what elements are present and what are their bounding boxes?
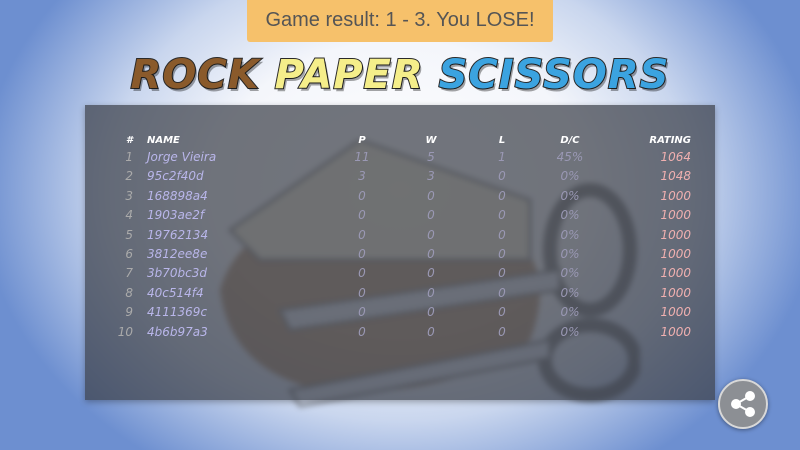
leaderboard-row: 9 4111369c 0 0 0 0% 1000 <box>85 303 715 322</box>
cell-rank: 6 <box>125 247 133 261</box>
cell-rank: 1 <box>125 150 133 164</box>
cell-played: 0 <box>358 324 366 339</box>
cell-dc: 0% <box>560 305 580 320</box>
cell-wins: 0 <box>427 285 435 300</box>
share-icon <box>731 391 755 417</box>
cell-rating: 1000 <box>660 188 691 203</box>
cell-rank: 3 <box>125 188 133 203</box>
cell-rank: 4 <box>125 208 133 223</box>
cell-losses: 0 <box>498 324 506 339</box>
cell-rating: 1000 <box>660 305 691 320</box>
leaderboard-row: 7 3b70bc3d 0 0 0 0% 1000 <box>85 264 715 283</box>
header-dc: D/C <box>560 135 580 146</box>
cell-played: 0 <box>358 285 366 300</box>
cell-played: 3 <box>358 169 366 184</box>
cell-played: 0 <box>358 266 366 281</box>
leaderboard-panel: # NAME P W L D/C RATING 1 Jorge Vieira 11 5… <box>85 105 715 400</box>
logo-word-rock: ROCK <box>130 51 260 99</box>
cell-played: 0 <box>358 247 366 261</box>
header-rank: # <box>126 135 133 146</box>
game-logo: ROCK PAPER SCISSORS <box>0 51 800 99</box>
cell-player-name: 3b70bc3d <box>147 266 207 281</box>
logo-word-paper: PAPER <box>274 51 424 99</box>
cell-rating: 1064 <box>660 150 691 164</box>
cell-player-name: 3812ee8e <box>147 247 208 261</box>
header-wins: W <box>425 135 437 146</box>
cell-wins: 3 <box>427 169 435 184</box>
cell-losses: 0 <box>498 188 506 203</box>
cell-wins: 0 <box>427 247 435 261</box>
cell-rank: 8 <box>125 285 133 300</box>
cell-dc: 0% <box>560 285 580 300</box>
cell-dc: 0% <box>560 324 580 339</box>
cell-losses: 0 <box>498 169 506 184</box>
cell-losses: 0 <box>498 208 506 223</box>
cell-player-name: 4b6b97a3 <box>147 324 208 339</box>
cell-rank: 2 <box>125 169 133 184</box>
cell-losses: 0 <box>498 305 506 320</box>
cell-rating: 1000 <box>660 227 691 242</box>
cell-losses: 0 <box>498 247 506 261</box>
header-losses: L <box>498 135 506 146</box>
leaderboard-row: 5 19762134 0 0 0 0% 1000 <box>85 226 715 245</box>
cell-dc: 0% <box>560 227 580 242</box>
header-name: NAME <box>147 135 180 146</box>
leaderboard-row: 1 Jorge Vieira 11 5 1 45% 1064 <box>85 148 715 167</box>
cell-player-name: 168898a4 <box>147 188 208 203</box>
cell-played: 11 <box>354 150 370 164</box>
cell-played: 0 <box>358 188 366 203</box>
cell-player-name: 19762134 <box>147 227 209 242</box>
cell-rank: 7 <box>125 266 133 281</box>
leaderboard-row: 8 40c514f4 0 0 0 0% 1000 <box>85 284 715 303</box>
cell-rating: 1048 <box>660 169 691 184</box>
cell-rating: 1000 <box>660 324 691 339</box>
cell-dc: 0% <box>560 188 580 203</box>
logo-word-scissors: SCISSORS <box>438 51 670 99</box>
cell-losses: 1 <box>498 150 506 164</box>
cell-player-name: Jorge Vieira <box>147 150 217 164</box>
cell-player-name: 4111369c <box>147 305 208 320</box>
leaderboard-row: 4 1903ae2f 0 0 0 0% 1000 <box>85 206 715 225</box>
leaderboard-header: # NAME P W L D/C RATING <box>85 131 715 150</box>
cell-losses: 0 <box>498 227 506 242</box>
cell-played: 0 <box>358 227 366 242</box>
cell-rating: 1000 <box>660 266 691 281</box>
cell-rating: 1000 <box>660 285 691 300</box>
cell-dc: 0% <box>560 169 580 184</box>
leaderboard-row: 6 3812ee8e 0 0 0 0% 1000 <box>85 245 715 264</box>
cell-losses: 0 <box>498 285 506 300</box>
cell-rank: 10 <box>117 324 133 339</box>
cell-wins: 0 <box>427 324 435 339</box>
header-rating: RATING <box>649 135 691 146</box>
header-played: P <box>358 135 366 146</box>
cell-wins: 0 <box>427 208 435 223</box>
cell-rank: 9 <box>125 305 133 320</box>
cell-player-name: 95c2f40d <box>147 169 204 184</box>
cell-rank: 5 <box>125 227 133 242</box>
leaderboard-row: 3 168898a4 0 0 0 0% 1000 <box>85 187 715 206</box>
cell-dc: 0% <box>560 247 580 261</box>
cell-wins: 0 <box>427 266 435 281</box>
cell-played: 0 <box>358 305 366 320</box>
cell-rating: 1000 <box>660 208 691 223</box>
cell-played: 0 <box>358 208 366 223</box>
leaderboard-row: 2 95c2f40d 3 3 0 0% 1048 <box>85 167 715 186</box>
cell-wins: 5 <box>427 150 435 164</box>
cell-player-name: 1903ae2f <box>147 208 205 223</box>
cell-wins: 0 <box>427 305 435 320</box>
game-result-toast: Game result: 1 - 3. You LOSE! <box>247 0 553 42</box>
cell-wins: 0 <box>427 188 435 203</box>
leaderboard-row: 10 4b6b97a3 0 0 0 0% 1000 <box>85 323 715 342</box>
cell-dc: 45% <box>556 150 584 164</box>
cell-rating: 1000 <box>660 247 691 261</box>
share-button[interactable] <box>718 379 768 429</box>
cell-dc: 0% <box>560 266 580 281</box>
cell-losses: 0 <box>498 266 506 281</box>
cell-player-name: 40c514f4 <box>147 285 204 300</box>
cell-dc: 0% <box>560 208 580 223</box>
cell-wins: 0 <box>427 227 435 242</box>
